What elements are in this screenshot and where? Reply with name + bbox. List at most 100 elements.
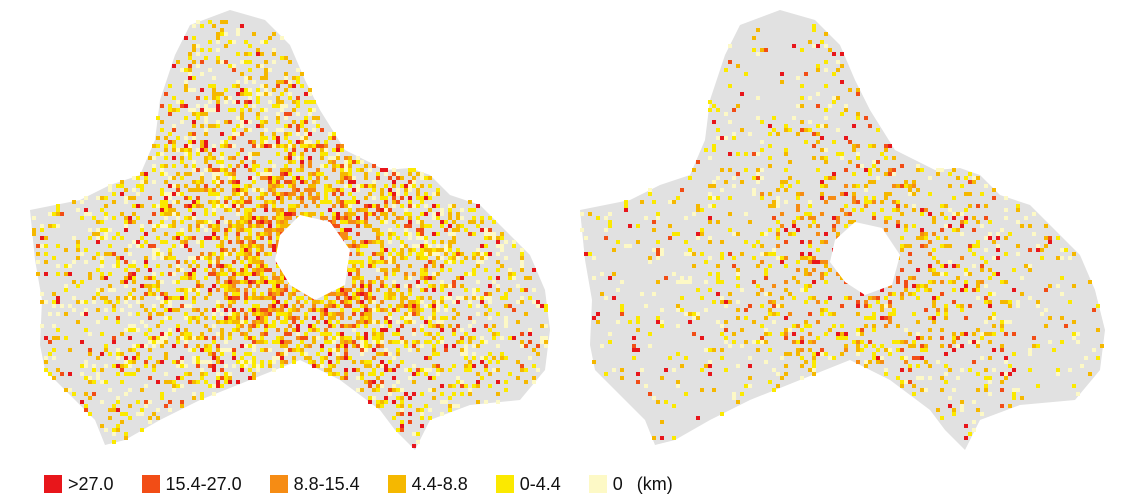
distance-cell [424,224,428,228]
distance-cell [1072,320,1076,324]
distance-cell [268,184,272,188]
distance-cell [364,344,368,348]
distance-cell [832,312,836,316]
distance-cell [884,172,888,176]
distance-cell [1008,404,1012,408]
distance-cell [984,184,988,188]
distance-cell [688,312,692,316]
distance-cell [68,264,72,268]
distance-cell [220,376,224,380]
distance-cell [740,288,744,292]
distance-cell [916,284,920,288]
distance-cell [588,252,592,256]
distance-cell [288,212,292,216]
distance-cell [292,76,296,80]
distance-cell [740,128,744,132]
distance-cell [108,284,112,288]
distance-cell [152,204,156,208]
distance-cell [764,232,768,236]
distance-cell [228,164,232,168]
distance-cell [432,284,436,288]
distance-cell [256,64,260,68]
distance-cell [164,232,168,236]
distance-cell [452,392,456,396]
distance-cell [256,236,260,240]
distance-cell [188,304,192,308]
distance-cell [456,248,460,252]
distance-cell [452,284,456,288]
distance-cell [908,184,912,188]
distance-cell [948,224,952,228]
distance-cell [260,92,264,96]
distance-cell [308,192,312,196]
distance-cell [244,88,248,92]
distance-cell [328,324,332,328]
distance-cell [236,296,240,300]
distance-cell [192,200,196,204]
distance-cell [248,368,252,372]
distance-cell [276,224,280,228]
distance-cell [368,316,372,320]
distance-cell [208,364,212,368]
distance-cell [840,80,844,84]
distance-cell [904,360,908,364]
distance-cell [428,324,432,328]
distance-cell [92,392,96,396]
distance-cell [420,232,424,236]
distance-cell [204,96,208,100]
distance-cell [1068,256,1072,260]
distance-cell [224,96,228,100]
distance-cell [796,260,800,264]
distance-cell [156,416,160,420]
distance-cell [192,120,196,124]
distance-cell [208,100,212,104]
distance-cell [1012,352,1016,356]
distance-cell [312,184,316,188]
distance-cell [176,60,180,64]
distance-cell [992,324,996,328]
distance-cell [408,312,412,316]
distance-cell [700,388,704,392]
distance-cell [92,216,96,220]
distance-cell [920,336,924,340]
distance-cell [132,176,136,180]
distance-cell [252,344,256,348]
distance-cell [116,364,120,368]
distance-cell [384,368,388,372]
distance-cell [80,200,84,204]
legend-item-zero: 0 (km) [588,474,673,495]
distance-cell [440,412,444,416]
distance-cell [540,324,544,328]
distance-cell [900,212,904,216]
distance-cell [936,312,940,316]
distance-cell [116,316,120,320]
distance-cell [696,208,700,212]
distance-cell [324,140,328,144]
distance-cell [180,384,184,388]
distance-cell [1036,248,1040,252]
distance-cell [380,404,384,408]
distance-cell [244,188,248,192]
distance-cell [68,348,72,352]
distance-cell [308,308,312,312]
distance-cell [964,280,968,284]
distance-cell [724,68,728,72]
distance-cell [224,376,228,380]
distance-cell [308,112,312,116]
distance-cell [360,340,364,344]
distance-cell [220,248,224,252]
distance-cell [356,160,360,164]
distance-cell [312,188,316,192]
map-right [580,10,1105,450]
distance-cell [252,144,256,148]
distance-cell [344,356,348,360]
distance-cell [888,316,892,320]
distance-cell [128,276,132,280]
distance-cell [680,308,684,312]
distance-cell [228,108,232,112]
distance-cell [484,364,488,368]
distance-cell [468,220,472,224]
distance-cell [220,216,224,220]
distance-cell [208,328,212,332]
distance-cell [468,360,472,364]
